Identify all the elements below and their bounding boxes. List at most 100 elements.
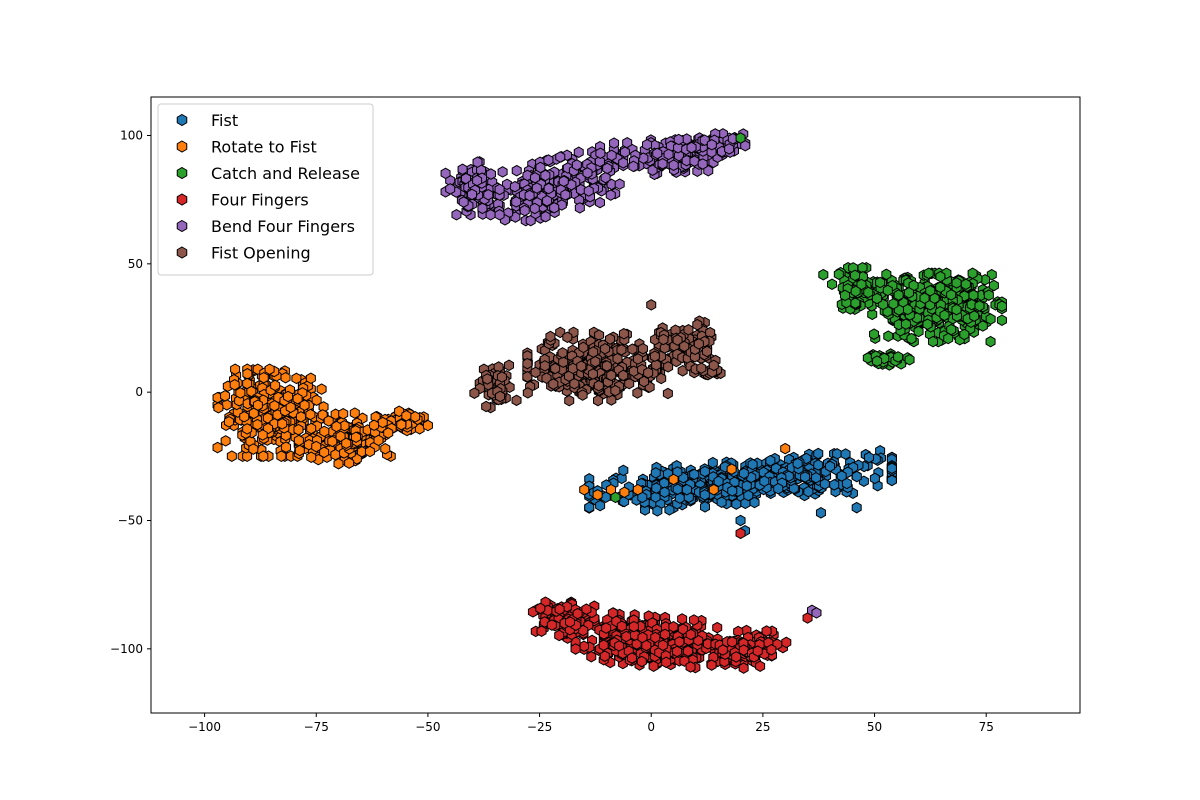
y-tick-label: −50	[118, 514, 143, 528]
data-point	[335, 430, 346, 443]
data-point	[519, 204, 530, 217]
series-3	[527, 596, 792, 674]
data-point	[592, 489, 603, 501]
data-point	[511, 394, 522, 407]
data-point	[707, 456, 718, 469]
series-5-points	[646, 299, 657, 311]
data-point	[276, 450, 287, 462]
legend-marker	[176, 166, 188, 180]
data-point	[679, 340, 690, 353]
data-point	[685, 628, 696, 641]
data-point	[988, 279, 999, 292]
data-point	[869, 328, 880, 340]
data-point	[699, 465, 710, 478]
data-point	[839, 289, 850, 302]
data-point	[593, 379, 604, 392]
data-point	[960, 278, 971, 291]
data-point	[383, 427, 394, 439]
data-point	[242, 423, 253, 435]
data-point	[614, 640, 625, 652]
data-point	[641, 639, 652, 652]
data-point	[706, 659, 717, 671]
data-point	[649, 350, 660, 363]
data-point	[606, 149, 617, 162]
data-point	[640, 504, 651, 516]
data-point	[636, 655, 647, 668]
data-point	[840, 448, 851, 460]
x-tick-label: −25	[527, 720, 552, 734]
data-point	[688, 614, 699, 626]
data-point	[674, 636, 685, 648]
data-point	[951, 303, 962, 316]
data-point	[922, 318, 933, 330]
data-point	[618, 464, 629, 477]
data-point	[616, 620, 627, 632]
data-point	[967, 267, 978, 280]
legend-label: Catch and Release	[211, 164, 360, 183]
data-point	[663, 148, 674, 161]
data-point	[220, 435, 231, 447]
data-point	[642, 138, 653, 151]
data-point	[258, 371, 269, 384]
data-point	[616, 344, 627, 356]
data-point	[584, 501, 595, 514]
data-point	[672, 645, 683, 658]
data-point	[651, 482, 662, 494]
data-point	[610, 491, 621, 504]
data-point	[504, 359, 515, 372]
data-point	[445, 183, 456, 195]
data-point	[663, 361, 674, 373]
data-point	[689, 155, 700, 167]
data-point	[682, 645, 693, 657]
data-point	[886, 462, 897, 475]
data-point	[333, 457, 344, 470]
data-point	[494, 183, 505, 196]
data-point	[574, 202, 585, 214]
data-point	[494, 209, 505, 221]
data-point	[668, 159, 679, 171]
data-point	[672, 483, 683, 496]
data-point	[689, 468, 700, 481]
data-point	[311, 394, 322, 406]
data-point	[621, 630, 632, 643]
data-point	[292, 392, 303, 405]
data-point	[605, 189, 616, 201]
x-tick-label: −50	[415, 720, 440, 734]
data-point	[252, 418, 263, 431]
data-point	[565, 616, 576, 628]
data-point	[257, 429, 268, 441]
data-point	[959, 328, 970, 341]
y-tick-label: 0	[135, 385, 143, 399]
data-point	[727, 636, 738, 648]
data-point	[350, 431, 361, 444]
data-point	[696, 362, 707, 374]
data-point	[396, 418, 407, 431]
data-point	[294, 444, 305, 457]
data-point	[632, 387, 643, 399]
data-point	[495, 390, 506, 403]
data-point	[626, 652, 637, 664]
data-point	[451, 209, 462, 221]
data-point	[542, 195, 553, 207]
data-point	[628, 160, 639, 173]
data-point	[619, 146, 630, 158]
data-point	[863, 286, 874, 299]
data-point	[554, 603, 565, 616]
data-point	[712, 621, 723, 634]
data-point	[606, 369, 617, 382]
data-point	[893, 351, 904, 363]
data-point	[618, 327, 629, 340]
data-point	[765, 454, 776, 467]
data-point	[377, 416, 388, 429]
y-tick-label: −100	[110, 642, 143, 656]
data-point	[664, 504, 675, 516]
data-point	[875, 276, 886, 289]
data-point	[627, 343, 638, 355]
data-point	[558, 175, 569, 188]
data-point	[349, 407, 360, 419]
data-point	[586, 650, 597, 663]
data-point	[829, 479, 840, 491]
data-point	[582, 167, 593, 179]
data-point	[599, 650, 610, 662]
data-point	[630, 629, 641, 641]
